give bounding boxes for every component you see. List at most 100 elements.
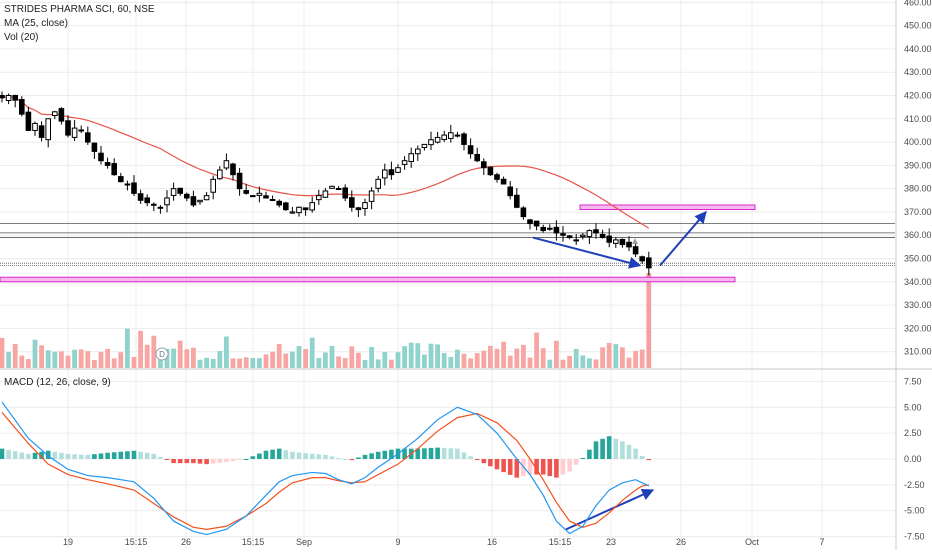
macd-arrow	[565, 489, 655, 531]
candle-body	[243, 190, 249, 194]
macd-histogram-bar	[422, 448, 427, 459]
volume-bar	[26, 359, 31, 368]
macd-histogram-bar	[435, 447, 440, 459]
macd-tick-label: -2.50	[904, 480, 925, 490]
volume-bar	[395, 352, 401, 368]
volume-bar	[435, 344, 440, 368]
candle-body	[375, 178, 381, 189]
candle-body	[164, 197, 170, 206]
candle-body	[144, 197, 150, 204]
candle-body	[197, 199, 203, 203]
macd-histogram-bar	[0, 448, 5, 459]
candle-body	[71, 127, 78, 138]
candle-body	[428, 139, 434, 146]
volume-bar	[85, 351, 91, 368]
volume-bar	[158, 359, 163, 368]
candle-body	[448, 132, 454, 139]
volume-bar	[422, 354, 427, 368]
macd-histogram-bar	[349, 459, 355, 461]
volume-bar	[19, 355, 25, 368]
macd-histogram-bar	[210, 459, 216, 464]
macd-histogram-bar	[177, 459, 183, 464]
price-tick-label: 460.00	[904, 0, 932, 7]
candle-body	[566, 235, 573, 239]
price-tick-label: 450.00	[904, 21, 932, 31]
candle-body	[190, 196, 197, 206]
volume-bar	[78, 349, 84, 368]
macd-pane	[0, 401, 652, 536]
time-tick-label: 15:15	[549, 537, 572, 547]
macd-histogram-bar	[26, 453, 31, 459]
macd-histogram-bar	[534, 459, 539, 475]
macd-histogram-bar	[65, 453, 71, 459]
candle-body	[613, 239, 619, 244]
volume-bar	[521, 344, 526, 368]
volume-bar	[375, 359, 381, 368]
volume-bar	[111, 358, 117, 368]
volume-bar	[336, 356, 341, 368]
volume-bar	[547, 359, 553, 368]
candle-body	[32, 122, 38, 131]
candle-body	[342, 187, 348, 199]
volume-bar	[488, 345, 493, 368]
candle-body	[639, 256, 646, 262]
macd-histogram-bar	[362, 454, 368, 459]
candles	[0, 91, 652, 276]
candle-body	[494, 174, 500, 180]
macd-histogram-bar	[263, 450, 269, 459]
volume-bar	[402, 346, 407, 368]
candle-body	[118, 176, 124, 183]
candle-body	[302, 207, 309, 211]
candle-body	[210, 178, 216, 193]
candle-body	[593, 229, 599, 234]
macd-histogram-bar	[501, 459, 506, 473]
macd-histogram-bar	[171, 459, 176, 464]
volume-legend: Vol (20)	[4, 32, 39, 43]
volume-bar	[316, 358, 322, 368]
macd-histogram-bar	[567, 459, 572, 472]
time-tick-label: 7	[819, 537, 824, 547]
moving-average	[1, 96, 650, 229]
price-tick-label: 360.00	[904, 230, 932, 240]
macd-histogram-bar	[336, 457, 341, 459]
macd-histogram-bar	[356, 457, 361, 459]
macd-histogram-bar	[514, 459, 520, 478]
volume-bar	[323, 352, 328, 368]
volume-bar	[92, 359, 97, 368]
macd-histogram-bar	[316, 454, 322, 459]
volume-bar	[448, 356, 454, 368]
time-tick-label: Oct	[745, 537, 760, 547]
volume-bar	[171, 348, 176, 368]
macd-histogram-bar	[125, 451, 130, 459]
macd-histogram-bar	[72, 454, 77, 459]
signal-line	[1, 412, 649, 530]
price-tick-label: 330.00	[904, 300, 932, 310]
dividend-marker-label: D	[159, 350, 165, 359]
volume-bar	[481, 350, 487, 368]
candle-body	[52, 111, 58, 117]
volume-bar	[270, 351, 275, 368]
candle-body	[263, 195, 269, 199]
macd-histogram-bar	[580, 457, 586, 459]
candle-body	[91, 142, 98, 152]
candle-body	[25, 111, 32, 131]
candle-body	[276, 200, 282, 206]
volume-bar	[540, 348, 546, 368]
volume-bar	[554, 340, 559, 368]
support-resistance-zones	[0, 204, 756, 283]
macd-line	[1, 401, 650, 536]
macd-histogram-bar	[633, 448, 638, 459]
macd-histogram-bar	[191, 459, 196, 464]
candle-body	[527, 219, 533, 225]
candle-body	[296, 206, 302, 214]
candle-body	[646, 257, 652, 269]
volume-bar	[633, 350, 638, 368]
candle-body	[454, 134, 461, 137]
volume-bar	[118, 352, 124, 368]
time-tick-label: 16	[487, 537, 497, 547]
candle-body	[203, 195, 210, 201]
macd-histogram-bar	[375, 451, 381, 459]
